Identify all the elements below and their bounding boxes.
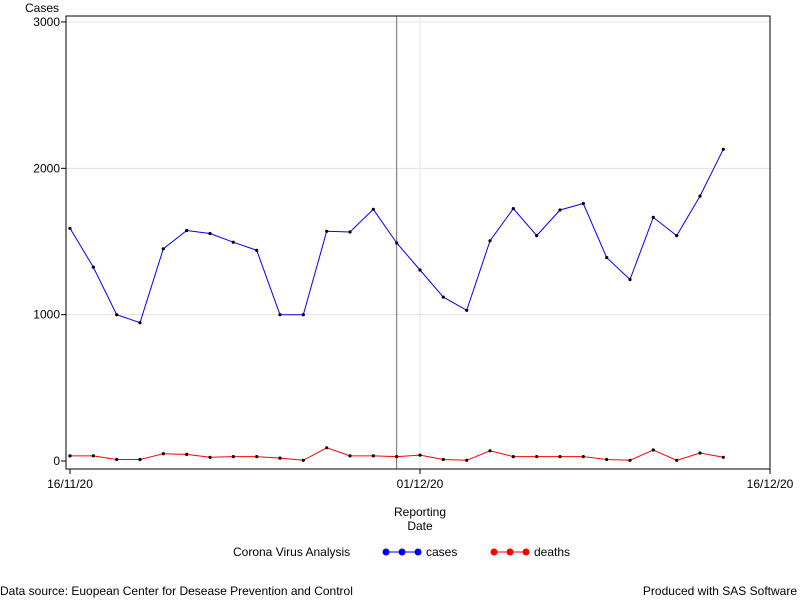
deaths-point: [418, 453, 422, 457]
legend-marker-deaths: [522, 548, 530, 556]
deaths-point: [721, 455, 725, 459]
cases-point: [605, 256, 609, 260]
cases-point: [465, 308, 469, 312]
deaths-point: [325, 446, 329, 450]
y-tick-label: 3000: [33, 15, 60, 29]
cases-point: [558, 208, 562, 212]
deaths-point: [301, 458, 305, 462]
deaths-point: [371, 454, 375, 458]
cases-point: [698, 194, 702, 198]
x-tick-label: 01/12/20: [397, 477, 444, 491]
deaths-point: [68, 454, 72, 458]
legend-marker-cases: [398, 548, 406, 556]
cases-point: [161, 247, 165, 251]
legend-label-deaths: deaths: [534, 545, 570, 559]
deaths-point: [208, 455, 212, 459]
deaths-point: [698, 451, 702, 455]
cases-point: [185, 228, 189, 233]
deaths-point: [581, 455, 585, 459]
deaths-point: [161, 452, 165, 456]
cases-point: [278, 313, 282, 317]
cases-point: [651, 215, 655, 219]
deaths-point: [255, 455, 259, 459]
deaths-point: [348, 454, 352, 458]
legend-marker-deaths: [506, 548, 514, 556]
legend-marker-deaths: [490, 548, 498, 556]
legend-title: Corona Virus Analysis: [233, 545, 350, 559]
cases-point: [371, 207, 375, 211]
cases-point: [535, 234, 539, 238]
cases-point: [511, 207, 515, 211]
deaths-point: [488, 449, 492, 453]
cases-point: [68, 226, 72, 230]
deaths-point: [605, 457, 609, 462]
y-tick-label: 0: [53, 454, 60, 468]
deaths-point: [535, 455, 539, 459]
legend-item-deaths: deaths: [490, 545, 570, 559]
plot-frame: [65, 15, 771, 470]
deaths-point: [115, 457, 119, 462]
deaths-point: [278, 456, 282, 460]
cases-point: [628, 277, 632, 282]
legend-label-cases: cases: [426, 545, 457, 559]
cases-point: [418, 268, 422, 272]
deaths-point: [558, 455, 562, 459]
legend-marker-cases: [382, 548, 390, 556]
cases-point: [91, 265, 95, 269]
cases-point: [348, 230, 352, 234]
y-tick-label: 1000: [33, 308, 60, 322]
legend-marker-cases: [414, 548, 422, 556]
cases-point: [301, 313, 305, 317]
plot-border: [65, 15, 771, 470]
cases-point: [208, 231, 212, 236]
deaths-point: [231, 455, 235, 459]
cases-point: [255, 248, 259, 252]
cases-point: [675, 234, 679, 238]
deaths-point: [511, 455, 515, 459]
x-tick-label: 16/11/20: [47, 477, 93, 491]
axes: 0 1000 2000 3000 16/11/20 01/12/20 16/12/20: [33, 15, 793, 491]
cases-point: [581, 201, 585, 206]
deaths-point: [441, 457, 445, 462]
cases-point: [721, 147, 725, 151]
cases-point: [325, 229, 329, 233]
series-group: [68, 147, 725, 462]
grid-lines: [66, 16, 770, 469]
deaths-point: [91, 454, 95, 458]
software-credit: Produced with SAS Software: [642, 584, 797, 598]
y-axis-title: Cases: [25, 1, 59, 15]
deaths-point: [628, 458, 632, 462]
deaths-point: [138, 457, 142, 462]
deaths-point: [465, 458, 469, 462]
cases-point: [395, 241, 399, 245]
legend: Corona Virus Analysis cases deaths: [233, 545, 570, 559]
x-axis-title-line-1: Reporting: [394, 505, 446, 519]
deaths-point: [651, 448, 655, 452]
cases-point: [138, 321, 142, 325]
deaths-point: [185, 452, 189, 456]
y-tick-label: 2000: [33, 161, 60, 175]
deaths-point: [395, 455, 399, 459]
legend-item-cases: cases: [382, 545, 457, 559]
data-source-note: Data source: Euopean Center for Desease …: [0, 584, 353, 598]
cases-point: [231, 240, 235, 244]
x-tick-label: 16/12/20: [747, 477, 794, 491]
cases-point: [488, 239, 492, 243]
cases-point: [115, 313, 119, 317]
cases-point: [441, 295, 445, 299]
x-axis-title-line-2: Date: [407, 519, 433, 533]
deaths-point: [675, 458, 679, 462]
